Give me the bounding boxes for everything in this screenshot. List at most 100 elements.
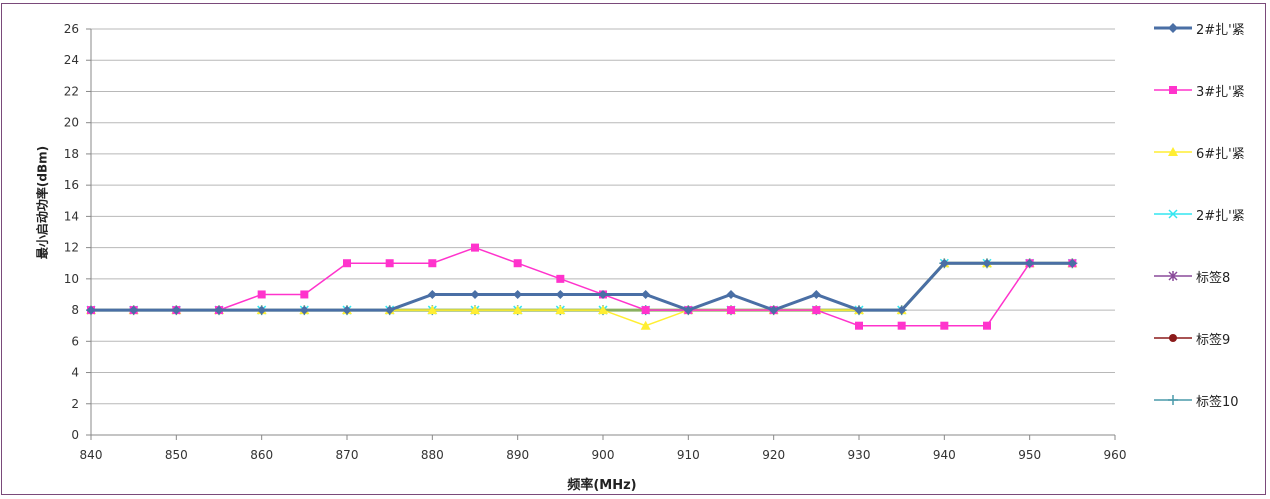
data-point: [299, 305, 309, 315]
data-point: [812, 306, 821, 315]
data-point: [940, 321, 949, 330]
data-point: [427, 305, 438, 315]
legend-item: 3#扎'紧: [1152, 80, 1245, 100]
legend-swatch: [1154, 23, 1192, 33]
legend-swatch: [1154, 86, 1192, 94]
y-tick-label: 20: [64, 116, 79, 130]
x-tick-label: 930: [848, 448, 871, 462]
data-point: [1025, 258, 1035, 268]
x-tick-label: 850: [165, 448, 188, 462]
data-point: [897, 321, 906, 330]
data-point: [129, 305, 139, 315]
data-point: [513, 259, 522, 268]
data-point: [811, 289, 821, 299]
data-point: [385, 259, 394, 268]
data-point: [513, 289, 523, 299]
legend-swatch: [1154, 395, 1192, 405]
data-point: [640, 320, 651, 330]
legend-label: 2#扎'紧: [1196, 208, 1245, 224]
legend-marker: [1169, 334, 1177, 342]
legend-item: 标签10: [1152, 390, 1239, 410]
x-tick-label: 840: [80, 448, 103, 462]
data-point: [385, 305, 395, 315]
data-point: [555, 305, 566, 315]
y-tick-label: 12: [64, 241, 79, 255]
data-point: [257, 290, 266, 299]
data-point: [428, 259, 437, 268]
legend-label: 6#扎'紧: [1196, 146, 1245, 162]
y-tick-label: 4: [71, 366, 79, 380]
series-line: [91, 246, 1073, 327]
data-point: [854, 305, 864, 315]
legend-swatch: [1154, 209, 1192, 219]
data-point: [641, 306, 650, 315]
legend-label: 标签8: [1196, 270, 1231, 286]
x-tick-label: 950: [1018, 448, 1041, 462]
x-tick-label: 890: [506, 448, 529, 462]
x-axis-title: 频率(MHz): [567, 478, 637, 493]
legend-marker: [1168, 147, 1178, 156]
data-point: [983, 321, 991, 330]
series-line: [91, 261, 1073, 312]
data-point: [512, 305, 523, 315]
y-tick-label: 10: [64, 272, 79, 286]
legend-item: 2#扎'紧: [1152, 18, 1245, 38]
data-point: [470, 289, 480, 299]
legend-label: 2#扎'紧: [1196, 22, 1245, 38]
data-point: [1067, 258, 1077, 268]
data-point: [471, 243, 479, 252]
legend-marker: [1169, 86, 1177, 94]
x-tick-label: 860: [250, 448, 273, 462]
legend-marker: [1168, 209, 1178, 219]
legend-marker: [1168, 395, 1178, 405]
y-tick-label: 2: [71, 397, 79, 411]
data-point: [470, 305, 480, 315]
data-point: [300, 290, 309, 299]
data-point: [982, 258, 992, 268]
data-point: [171, 305, 181, 315]
data-point: [726, 289, 736, 299]
x-tick-label: 940: [933, 448, 956, 462]
legend-swatch: [1154, 334, 1192, 342]
x-tick-label: 870: [336, 448, 359, 462]
legend-label: 3#扎'紧: [1196, 84, 1245, 100]
x-tick-label: 900: [592, 448, 615, 462]
y-tick-label: 0: [71, 428, 79, 442]
data-point: [641, 289, 651, 299]
data-point: [598, 305, 608, 315]
legend-marker: [1168, 23, 1178, 33]
x-tick-label: 960: [1104, 448, 1127, 462]
x-tick-label: 880: [421, 448, 444, 462]
data-point: [727, 306, 735, 315]
y-tick-label: 22: [64, 84, 79, 98]
y-tick-label: 18: [64, 147, 79, 161]
y-tick-label: 16: [64, 178, 79, 192]
legend-item: 标签8: [1152, 266, 1230, 286]
legend-label: 标签10: [1196, 394, 1239, 410]
data-point: [939, 258, 949, 268]
y-tick-label: 14: [64, 209, 79, 223]
x-tick-label: 920: [762, 448, 785, 462]
legend-item: 2#扎'紧: [1152, 204, 1245, 224]
data-point: [683, 305, 693, 315]
data-point: [555, 289, 565, 299]
legend-item: 6#扎'紧: [1152, 142, 1245, 162]
data-point: [897, 305, 907, 315]
data-point: [769, 305, 779, 315]
y-axis-title: 最小启动功率(dBm): [35, 145, 50, 260]
data-point: [86, 305, 96, 315]
y-tick-label: 26: [64, 22, 79, 36]
data-point: [343, 259, 351, 268]
legend-swatch: [1154, 271, 1192, 281]
legend-swatch: [1154, 147, 1192, 156]
data-point: [598, 289, 608, 299]
y-tick-label: 8: [71, 303, 79, 317]
x-tick-label: 910: [677, 448, 700, 462]
data-point: [214, 305, 224, 315]
data-point: [556, 274, 565, 283]
legend-label: 标签9: [1196, 332, 1231, 348]
y-tick-label: 24: [64, 53, 79, 67]
data-point: [855, 321, 863, 330]
data-point: [427, 289, 437, 299]
